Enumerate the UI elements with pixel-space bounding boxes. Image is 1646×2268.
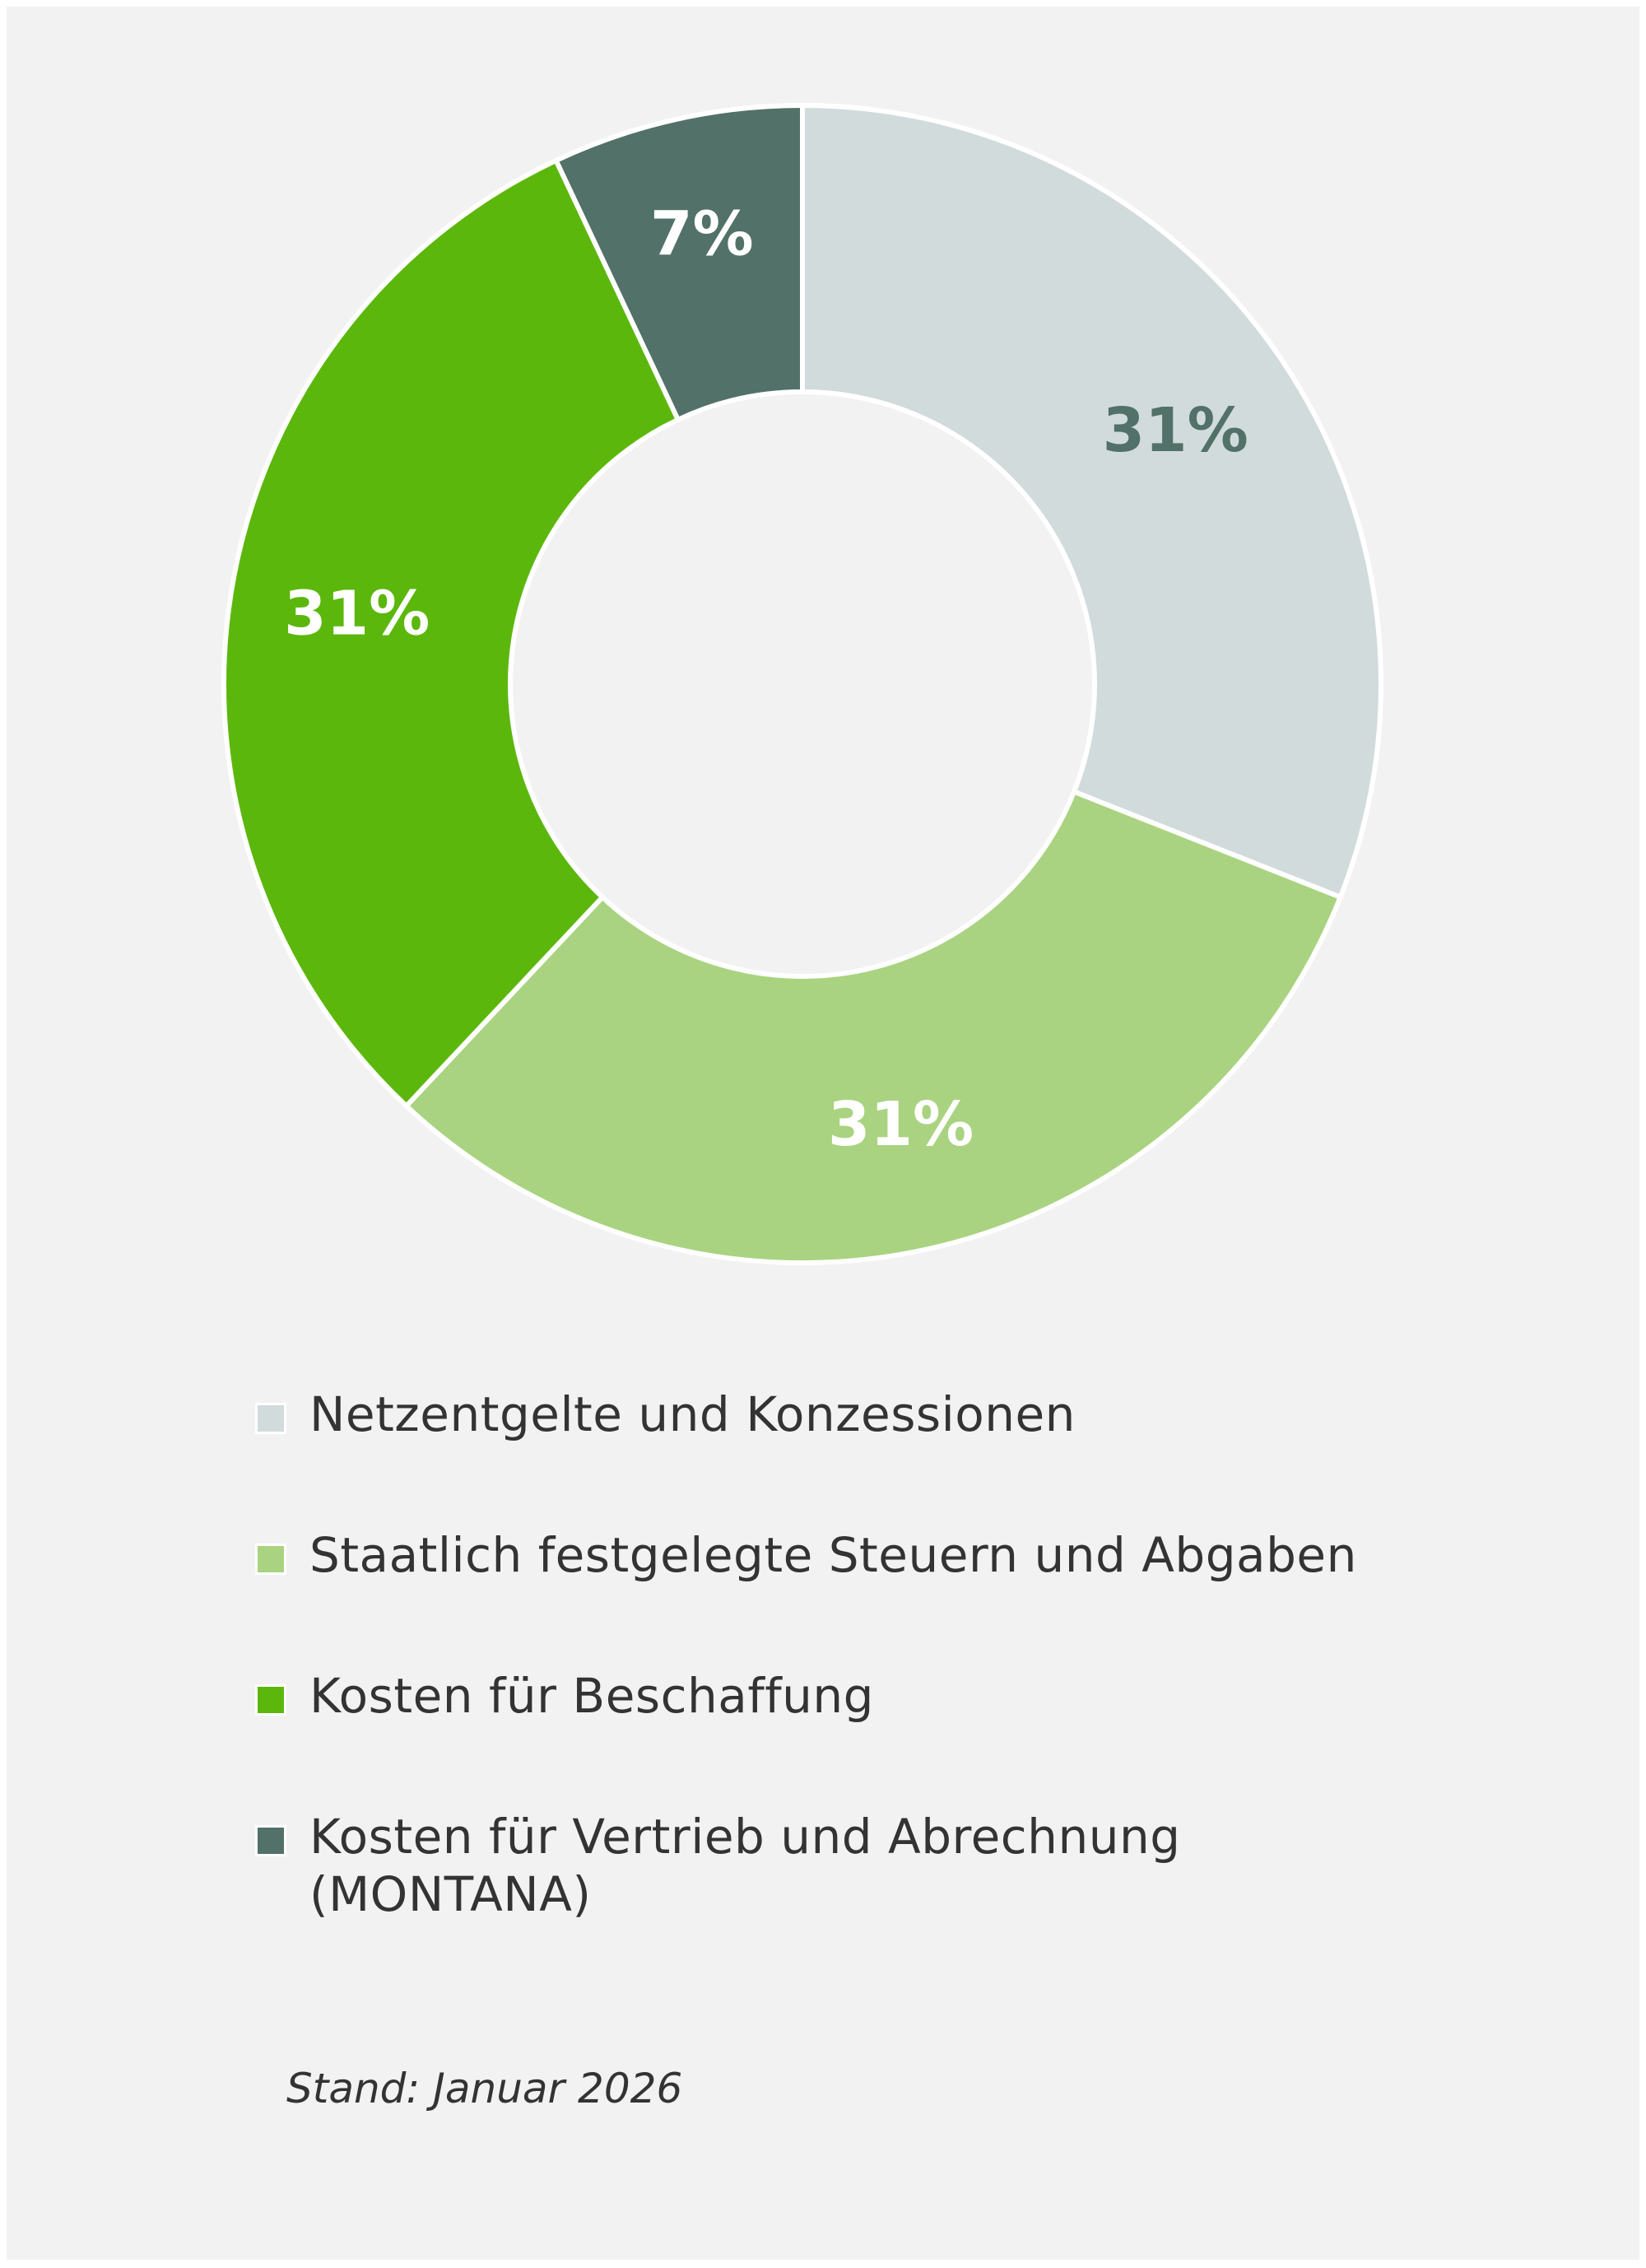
legend-swatch-icon: [255, 1684, 286, 1716]
donut-chart: 31% 31% 31% 7%: [221, 102, 1383, 1265]
legend-label: Kosten für Vertrieb und Abrechnung (MONT…: [309, 1809, 1181, 1922]
legend-swatch-icon: [255, 1544, 286, 1575]
slice-vertrieb: [552, 102, 805, 423]
legend: Netzentgelte und Konzessionen Staatlich …: [255, 1385, 1490, 2006]
legend-item-steuern: Staatlich festgelegte Steuern und Abgabe…: [255, 1526, 1490, 1584]
legend-item-beschaffung: Kosten für Beschaffung: [255, 1667, 1490, 1725]
footnote: Stand: Januar 2026: [286, 2065, 683, 2112]
chart-panel: 31% 31% 31% 7% Netzentgelte und Konzessione…: [7, 7, 1639, 2260]
data-label: 31%: [828, 1089, 974, 1160]
data-label: 31%: [1103, 395, 1248, 466]
legend-label: Kosten für Beschaffung: [309, 1668, 874, 1724]
data-label: 31%: [284, 578, 430, 649]
slice-steuern: [402, 788, 1344, 1265]
legend-label: Netzentgelte und Konzessionen: [309, 1386, 1076, 1442]
slice-netzentgelte: [800, 102, 1383, 901]
legend-item-netzentgelte: Netzentgelte und Konzessionen: [255, 1385, 1490, 1443]
legend-item-vertrieb: Kosten für Vertrieb und Abrechnung (MONT…: [255, 1808, 1490, 1923]
legend-label: Staatlich festgelegte Steuern und Abgabe…: [309, 1527, 1357, 1583]
data-label: 7%: [650, 198, 754, 269]
legend-swatch-icon: [255, 1403, 286, 1434]
legend-swatch-icon: [255, 1825, 286, 1856]
slice-beschaffung: [221, 156, 681, 1110]
